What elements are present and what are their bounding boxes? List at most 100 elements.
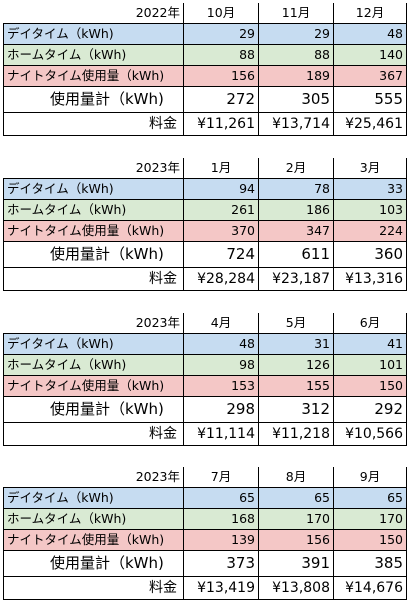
hometime-value: 140 (333, 44, 407, 66)
total-row: 使用量計（kWh) 373 391 385 (3, 550, 407, 577)
daytime-row: デイタイム（kWh) 94 78 33 (3, 178, 407, 200)
daytime-label: デイタイム（kWh) (3, 333, 184, 355)
nighttime-value: 139 (183, 529, 259, 551)
hometime-value: 168 (183, 508, 259, 530)
fee-value: ¥10,566 (333, 422, 407, 446)
header-row: 2023年 4月 5月 6月 (3, 313, 407, 334)
hometime-value: 101 (333, 354, 407, 376)
hometime-value: 103 (333, 199, 407, 221)
daytime-value: 78 (258, 178, 334, 200)
usage-table: 2023年 4月 5月 6月 デイタイム（kWh) 48 31 41 ホームタイ… (3, 313, 407, 446)
usage-table-block: 2023年 4月 5月 6月 デイタイム（kWh) 48 31 41 ホームタイ… (3, 313, 407, 446)
total-value: 555 (333, 86, 407, 113)
nighttime-value: 370 (183, 220, 259, 242)
daytime-label: デイタイム（kWh) (3, 487, 184, 509)
nighttime-row: ナイトタイム使用量（kWh) 153 155 150 (3, 375, 407, 397)
total-value: 373 (183, 550, 259, 577)
hometime-value: 88 (258, 44, 334, 66)
month-header: 3月 (333, 158, 407, 179)
total-label: 使用量計（kWh) (3, 550, 184, 577)
usage-table: 2022年 10月 11月 12月 デイタイム（kWh) 29 29 48 ホー… (3, 3, 407, 136)
month-header: 2月 (258, 158, 334, 179)
nighttime-value: 156 (183, 65, 259, 87)
nighttime-value: 347 (258, 220, 334, 242)
month-header: 7月 (183, 467, 259, 488)
daytime-value: 33 (333, 178, 407, 200)
nighttime-label: ナイトタイム使用量（kWh) (3, 529, 184, 551)
year-cell: 2023年 (3, 467, 184, 488)
total-value: 298 (183, 396, 259, 423)
nighttime-value: 150 (333, 529, 407, 551)
fee-value: ¥11,114 (183, 422, 259, 446)
year-cell: 2022年 (3, 3, 184, 24)
hometime-label: ホームタイム（kWh) (3, 354, 184, 376)
hometime-value: 98 (183, 354, 259, 376)
hometime-row: ホームタイム（kWh) 168 170 170 (3, 508, 407, 530)
hometime-row: ホームタイム（kWh) 261 186 103 (3, 199, 407, 221)
hometime-label: ホームタイム（kWh) (3, 199, 184, 221)
total-label: 使用量計（kWh) (3, 396, 184, 423)
nighttime-label: ナイトタイム使用量（kWh) (3, 220, 184, 242)
total-label: 使用量計（kWh) (3, 86, 184, 113)
total-value: 391 (258, 550, 334, 577)
total-row: 使用量計（kWh) 298 312 292 (3, 396, 407, 423)
nighttime-label: ナイトタイム使用量（kWh) (3, 375, 184, 397)
fee-row: 料金 ¥28,284 ¥23,187 ¥13,316 (3, 267, 407, 291)
nighttime-value: 155 (258, 375, 334, 397)
total-label: 使用量計（kWh) (3, 241, 184, 268)
nighttime-value: 367 (333, 65, 407, 87)
total-row: 使用量計（kWh) 724 611 360 (3, 241, 407, 268)
daytime-value: 29 (258, 23, 334, 45)
fee-label: 料金 (3, 112, 184, 136)
fee-value: ¥11,218 (258, 422, 334, 446)
daytime-value: 31 (258, 333, 334, 355)
daytime-value: 65 (258, 487, 334, 509)
hometime-value: 126 (258, 354, 334, 376)
nighttime-row: ナイトタイム使用量（kWh) 156 189 367 (3, 65, 407, 87)
nighttime-value: 189 (258, 65, 334, 87)
month-header: 1月 (183, 158, 259, 179)
fee-value: ¥13,808 (258, 576, 334, 600)
hometime-row: ホームタイム（kWh) 88 88 140 (3, 44, 407, 66)
nighttime-row: ナイトタイム使用量（kWh) 370 347 224 (3, 220, 407, 242)
fee-value: ¥13,316 (333, 267, 407, 291)
month-header: 8月 (258, 467, 334, 488)
month-header: 12月 (333, 3, 407, 24)
year-cell: 2023年 (3, 313, 184, 334)
header-row: 2023年 1月 2月 3月 (3, 158, 407, 179)
hometime-value: 88 (183, 44, 259, 66)
daytime-value: 94 (183, 178, 259, 200)
usage-table-block: 2023年 7月 8月 9月 デイタイム（kWh) 65 65 65 ホームタイ… (3, 467, 407, 600)
nighttime-label: ナイトタイム使用量（kWh) (3, 65, 184, 87)
month-header: 11月 (258, 3, 334, 24)
usage-table: 2023年 7月 8月 9月 デイタイム（kWh) 65 65 65 ホームタイ… (3, 467, 407, 600)
hometime-value: 170 (258, 508, 334, 530)
total-value: 305 (258, 86, 334, 113)
fee-row: 料金 ¥13,419 ¥13,808 ¥14,676 (3, 576, 407, 600)
total-value: 724 (183, 241, 259, 268)
daytime-label: デイタイム（kWh) (3, 23, 184, 45)
fee-label: 料金 (3, 576, 184, 600)
fee-label: 料金 (3, 422, 184, 446)
total-value: 611 (258, 241, 334, 268)
hometime-value: 261 (183, 199, 259, 221)
total-value: 272 (183, 86, 259, 113)
total-row: 使用量計（kWh) 272 305 555 (3, 86, 407, 113)
daytime-value: 48 (333, 23, 407, 45)
hometime-value: 170 (333, 508, 407, 530)
nighttime-value: 150 (333, 375, 407, 397)
month-header: 4月 (183, 313, 259, 334)
fee-value: ¥11,261 (183, 112, 259, 136)
fee-value: ¥14,676 (333, 576, 407, 600)
hometime-label: ホームタイム（kWh) (3, 44, 184, 66)
usage-table-block: 2022年 10月 11月 12月 デイタイム（kWh) 29 29 48 ホー… (3, 3, 407, 136)
fee-value: ¥13,419 (183, 576, 259, 600)
usage-table-block: 2023年 1月 2月 3月 デイタイム（kWh) 94 78 33 ホームタイ… (3, 158, 407, 291)
nighttime-row: ナイトタイム使用量（kWh) 139 156 150 (3, 529, 407, 551)
fee-value: ¥23,187 (258, 267, 334, 291)
year-cell: 2023年 (3, 158, 184, 179)
daytime-row: デイタイム（kWh) 65 65 65 (3, 487, 407, 509)
daytime-value: 41 (333, 333, 407, 355)
total-value: 292 (333, 396, 407, 423)
hometime-label: ホームタイム（kWh) (3, 508, 184, 530)
